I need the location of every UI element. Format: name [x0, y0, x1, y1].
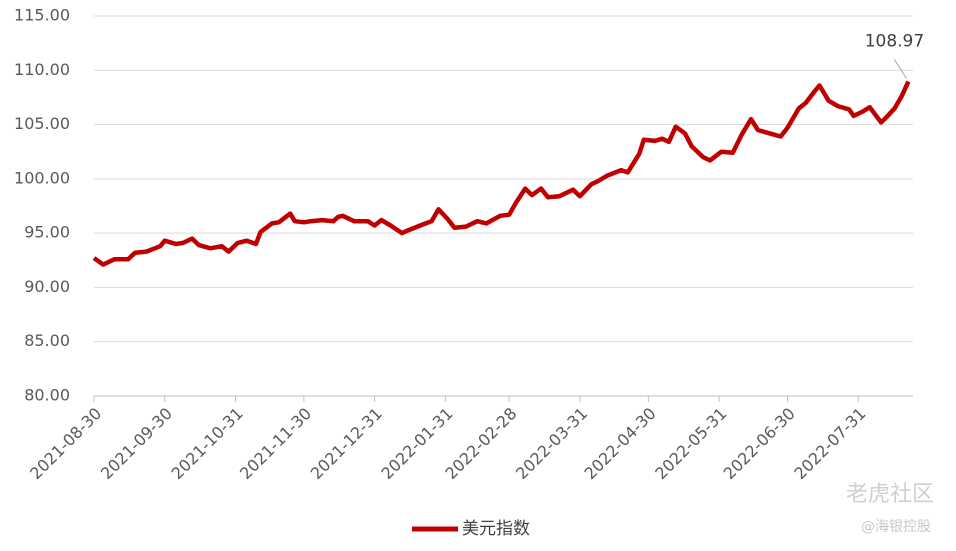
x-tick-label: 2022-06-30 [720, 404, 799, 483]
x-tick-label: 2021-08-30 [26, 404, 105, 483]
y-tick-label: 80.00 [24, 386, 70, 405]
data-line [92, 80, 911, 267]
annotation: 108.97 [865, 31, 924, 51]
annotation-leader [894, 59, 907, 79]
watermark: @海银控股 [861, 519, 931, 535]
x-tick-label: 2022-03-31 [512, 404, 591, 483]
y-tick-label: 110.00 [14, 60, 70, 79]
x-tick-label: 2022-04-30 [580, 404, 659, 483]
x-tick-label: 2021-09-30 [97, 404, 176, 483]
y-tick-label: 85.00 [24, 331, 70, 350]
x-tick-label: 2021-12-31 [307, 404, 386, 483]
x-tick-label: 2022-07-31 [790, 404, 869, 483]
x-tick-label: 2022-05-31 [651, 404, 730, 483]
x-tick-label: 2021-11-30 [236, 404, 315, 483]
x-tick-label: 2021-10-31 [168, 404, 247, 483]
legend-label: 美元指数 [462, 519, 530, 539]
y-tick-label: 95.00 [24, 223, 70, 242]
y-tick-label: 115.00 [14, 6, 70, 25]
y-tick-label: 105.00 [14, 114, 70, 133]
watermark: 老虎社区 [846, 482, 934, 507]
y-tick-label: 90.00 [24, 277, 70, 296]
y-tick-label: 100.00 [14, 168, 70, 187]
